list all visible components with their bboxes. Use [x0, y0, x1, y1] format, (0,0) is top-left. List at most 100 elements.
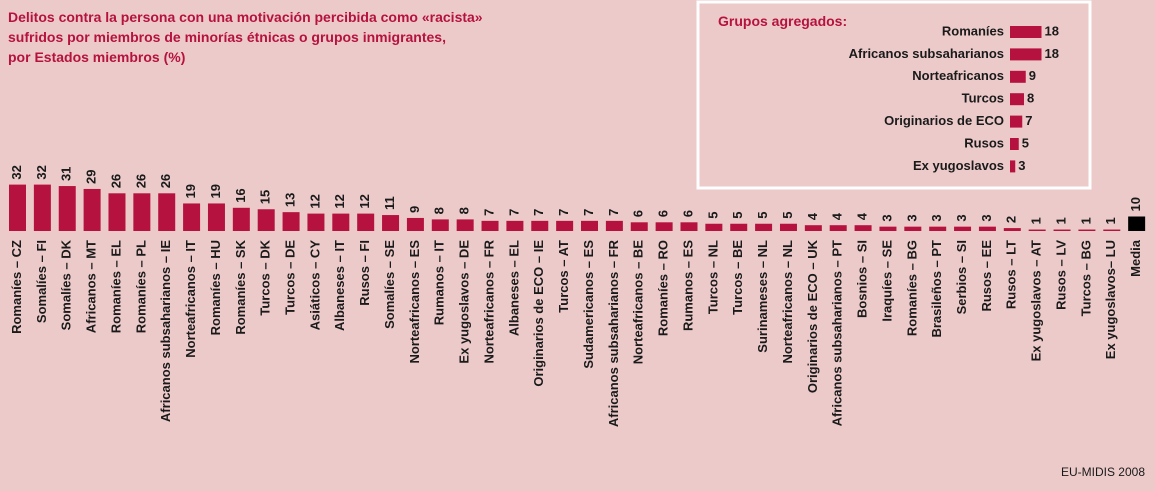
bar [854, 225, 872, 231]
value-label: 3 [929, 214, 944, 221]
value-label: 1 [1029, 217, 1044, 224]
category-label: Norteafricanos – FR [481, 239, 496, 363]
bar [581, 220, 599, 231]
bar [630, 222, 648, 231]
value-label: 7 [481, 209, 496, 216]
value-label: 1 [1103, 217, 1118, 224]
value-label: 4 [830, 212, 845, 220]
category-label: Rusos – LT [1004, 240, 1019, 309]
bar [804, 225, 822, 231]
value-label: 3 [954, 214, 969, 221]
value-label: 4 [805, 212, 820, 220]
value-label: 7 [531, 209, 546, 216]
value-label: 29 [84, 169, 99, 183]
value-label: 3 [1018, 158, 1025, 173]
value-label: 9 [407, 206, 422, 213]
category-label: Serbios – SI [954, 240, 969, 314]
category-label: Romaníes – EL [108, 240, 123, 333]
value-label: 31 [59, 167, 74, 181]
category-label: Turcos – DK [258, 239, 273, 315]
category-label: Bosnios – SI [855, 240, 870, 318]
bar [456, 219, 474, 231]
category-label: Rusos – LV [1053, 240, 1068, 310]
value-label: 3 [879, 214, 894, 221]
bar [904, 226, 922, 231]
category-label: Africanos subsaharianos [849, 46, 1004, 61]
value-label: 16 [233, 188, 248, 202]
category-label: Romaníes – PL [133, 240, 148, 333]
bar [431, 219, 449, 231]
category-label: Albaneses – EL [506, 240, 521, 336]
bar [506, 220, 524, 231]
category-label: Ex yugoslavos [913, 158, 1004, 173]
value-label: 12 [357, 194, 372, 208]
value-label: 5 [730, 212, 745, 219]
category-label: Turcos – BG [1078, 240, 1093, 316]
bar [531, 220, 549, 231]
value-label: 18 [1045, 46, 1059, 61]
category-label: Romaníes – HU [208, 240, 223, 335]
bar [829, 225, 847, 231]
bar [929, 226, 947, 231]
category-label: Sudamericanos – ES [581, 240, 596, 369]
bar [605, 220, 623, 231]
bar [282, 212, 300, 231]
value-label: 3 [979, 214, 994, 221]
bar [481, 220, 499, 231]
value-label: 18 [1045, 23, 1059, 38]
category-label: Somalíes – FI [34, 240, 49, 323]
category-label: Africanos subsaharianos – PT [830, 240, 845, 426]
category-label: Romaníes – CZ [9, 240, 24, 334]
bar [1010, 70, 1026, 83]
bar [307, 213, 325, 231]
chart-title: por Estados miembros (%) [8, 49, 185, 65]
bar [730, 223, 748, 231]
source: EU-MIDIS 2008 [1061, 465, 1145, 479]
value-label: 7 [556, 209, 571, 216]
category-label: Turcos – DE [283, 240, 298, 315]
value-label: 4 [855, 212, 870, 220]
bar [133, 193, 151, 231]
category-label: Originarios de ECO [884, 113, 1004, 128]
chart-title: sufridos por miembros de minorías étnica… [8, 29, 446, 45]
value-label: 1 [1078, 217, 1093, 224]
bar [1128, 216, 1146, 231]
category-label: Romaníes [942, 23, 1004, 38]
category-label: Norteafricanos [912, 68, 1004, 83]
category-label: Somalíes – DK [59, 239, 74, 330]
bar [158, 193, 176, 231]
bar [978, 226, 996, 231]
bar [1010, 115, 1023, 128]
bar [257, 209, 275, 231]
category-label: Africanos subsaharianos – IE [158, 240, 173, 422]
category-label: Turcos – BE [730, 240, 745, 315]
bar [406, 217, 424, 231]
category-label: Rusos [964, 135, 1004, 150]
bar [1103, 229, 1121, 231]
value-label: 5 [1022, 135, 1029, 150]
category-label: Albaneses – IT [332, 240, 347, 331]
category-label: Ex yugoslavos – AT [1029, 240, 1044, 361]
inset-frame [696, 0, 1092, 190]
value-label: 9 [1029, 68, 1036, 83]
value-label: 7 [581, 209, 596, 216]
bar [382, 215, 400, 231]
bar [332, 213, 350, 231]
value-label: 5 [755, 212, 770, 219]
category-label: Turcos – AT [556, 240, 571, 313]
bar [207, 203, 225, 231]
category-label: Africanos – MT [84, 240, 99, 333]
bar [183, 203, 201, 231]
bar [108, 193, 126, 231]
bar [33, 184, 51, 231]
category-label: Romaníes – SK [233, 239, 248, 334]
category-label: Rusos – FI [357, 240, 372, 306]
value-label: 26 [158, 174, 173, 188]
bar [755, 223, 773, 231]
value-label: 6 [680, 210, 695, 217]
category-label: Africanos subsaharianos – FR [606, 239, 621, 427]
value-label: 1 [1053, 217, 1068, 224]
bar [705, 223, 723, 231]
